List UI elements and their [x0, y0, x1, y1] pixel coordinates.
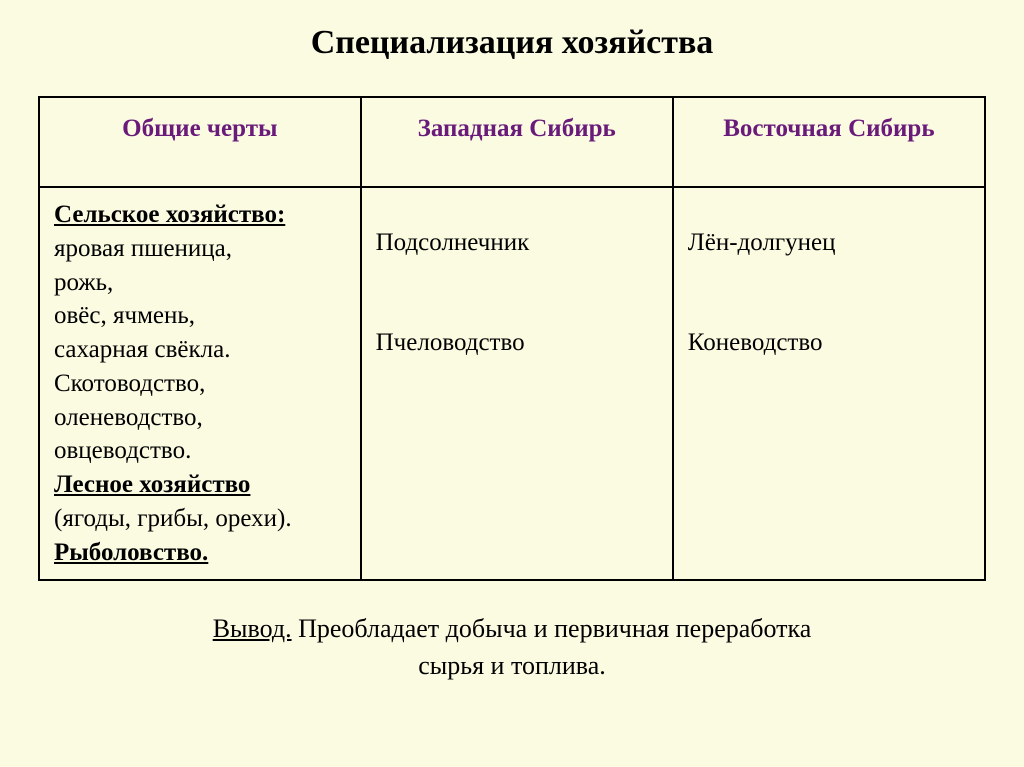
spacer	[688, 198, 970, 226]
header-col2: Западная Сибирь	[361, 97, 673, 187]
spacer	[376, 198, 658, 226]
cell-text: Пчеловодство	[376, 326, 658, 360]
cell-text: (ягоды, грибы, орехи).	[54, 502, 346, 536]
conclusion: Вывод. Преобладает добыча и первичная пе…	[38, 611, 986, 684]
spacer	[688, 298, 970, 326]
cell-text: рожь,	[54, 266, 346, 300]
conclusion-label: Вывод.	[213, 614, 292, 643]
cell-text: сахарная свёкла.	[54, 333, 346, 367]
conclusion-text-1: Преобладает добыча и первичная переработ…	[292, 614, 812, 643]
cell-text: Подсолнечник	[376, 226, 658, 260]
fishing-header: Рыболовство.	[54, 536, 346, 570]
cell-text: яровая пшеница,	[54, 232, 346, 266]
agri-header: Сельское хозяйство:	[54, 198, 346, 232]
spacer	[376, 298, 658, 326]
forest-header: Лесное хозяйство	[54, 468, 346, 502]
cell-text: овцеводство.	[54, 434, 346, 468]
cell-text: Скотоводство,	[54, 367, 346, 401]
table-row: Сельское хозяйство: яровая пшеница, рожь…	[39, 187, 985, 580]
cell-text: оленеводство,	[54, 401, 346, 435]
header-col1: Общие черты	[39, 97, 361, 187]
page-title: Специализация хозяйства	[38, 24, 986, 62]
cell-text: овёс, ячмень,	[54, 299, 346, 333]
conclusion-text-2: сырья и топлива.	[418, 651, 606, 680]
cell-text: Лён-долгунец	[688, 226, 970, 260]
spacer	[376, 260, 658, 298]
cell-common: Сельское хозяйство: яровая пшеница, рожь…	[39, 187, 361, 580]
spacer	[688, 260, 970, 298]
cell-text: Коневодство	[688, 326, 970, 360]
specialization-table: Общие черты Западная Сибирь Восточная Си…	[38, 96, 986, 581]
cell-west-siberia: Подсолнечник Пчеловодство	[361, 187, 673, 580]
table-header-row: Общие черты Западная Сибирь Восточная Си…	[39, 97, 985, 187]
cell-east-siberia: Лён-долгунец Коневодство	[673, 187, 985, 580]
header-col3: Восточная Сибирь	[673, 97, 985, 187]
